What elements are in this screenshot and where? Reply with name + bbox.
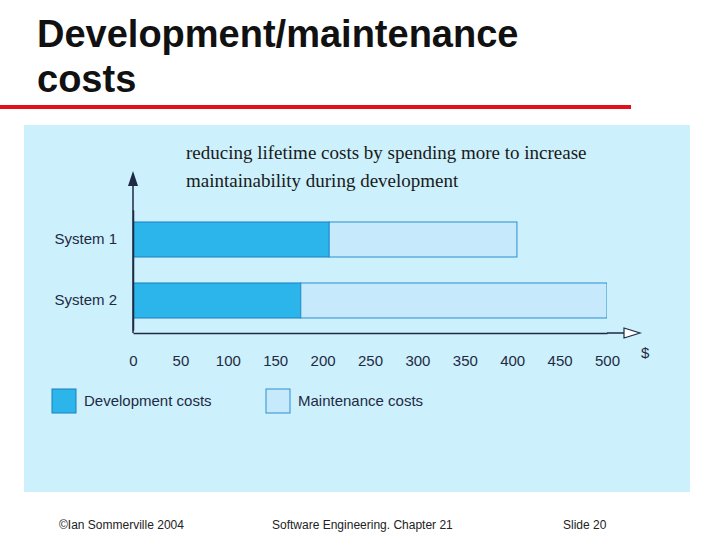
x-tick: 150 [263,333,288,369]
y-axis-arrowhead [128,171,138,186]
x-tick-label: 400 [500,352,525,369]
bar-segment [133,283,301,318]
x-tick: 400 [500,333,525,369]
x-axis-title: $ [641,344,650,361]
x-tick: 0 [129,333,137,369]
x-tick: 450 [548,333,573,369]
x-tick: 100 [216,333,241,369]
x-tick: 500 [595,333,620,369]
x-tick: 350 [453,333,478,369]
y-axis: System 1 System 2 [54,210,133,330]
x-axis-arrowhead [624,328,640,338]
bar-segment [133,222,329,257]
y-tick-label: System 2 [54,291,117,308]
legend-swatch [52,389,76,413]
bar-segment [329,222,517,257]
x-tick-label: 250 [358,352,383,369]
footer-text: ©Ian Sommerville 2004 [59,518,184,532]
footer-text: Software Engineering. Chapter 21 [272,518,453,532]
y-tick: System 2 [54,291,133,308]
slide-title: Development/maintenance costs [37,12,597,102]
x-tick: 300 [405,333,430,369]
x-tick: 250 [358,333,383,369]
footer-text: Slide 20 [563,518,607,532]
y-axis-arrow-shaft [132,178,134,333]
x-tick-label: 150 [263,352,288,369]
x-axis: 0 50 100 150 200 250 300 350 400 450 500 [129,333,620,369]
legend-label: Maintenance costs [298,392,423,409]
x-tick: 200 [311,333,336,369]
chart-panel [24,125,690,492]
legend-swatch [266,389,290,413]
y-tick-label: System 1 [54,230,117,247]
x-tick-label: 500 [595,352,620,369]
chart-title: reducing lifetime costs by spending more… [186,139,631,195]
x-tick-label: 0 [129,352,137,369]
y-tick: System 1 [54,230,133,247]
x-tick-label: 350 [453,352,478,369]
x-tick-label: 200 [311,352,336,369]
x-tick: 50 [173,333,190,369]
x-tick-label: 50 [173,352,190,369]
bar-segment [301,283,607,318]
legend: Development costs Maintenance costs [52,389,423,413]
x-tick-label: 300 [405,352,430,369]
legend-label: Development costs [84,392,212,409]
x-tick-label: 450 [548,352,573,369]
title-rule [0,105,631,109]
bars [133,222,607,318]
x-axis-line [134,333,608,335]
x-tick-label: 100 [216,352,241,369]
